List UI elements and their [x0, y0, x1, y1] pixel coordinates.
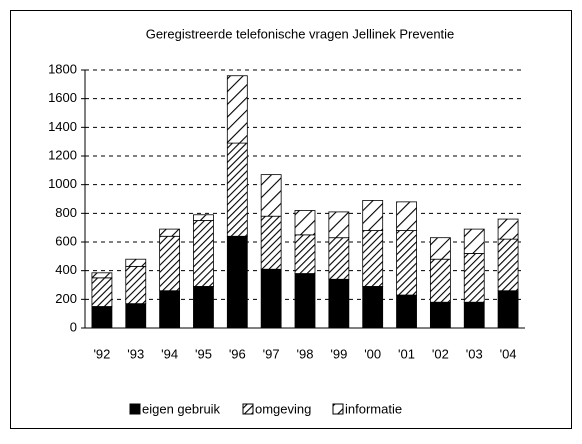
bar-segment [193, 286, 214, 329]
y-tick-label: 1200 [48, 147, 77, 162]
bar-segment [159, 290, 181, 329]
y-tick-label: 1000 [48, 176, 77, 191]
bar-segment [396, 294, 417, 329]
bar-segment [294, 273, 316, 329]
y-tick-label: 600 [55, 233, 77, 248]
x-tick-label: '96 [229, 346, 246, 361]
bar-segment [125, 265, 147, 305]
x-tick-label: '01 [398, 346, 415, 361]
chart-title: Geregistreerde telefonische vragen Jelli… [146, 26, 455, 41]
bar-segment [429, 301, 451, 329]
bar-segment [328, 237, 350, 280]
x-tick-label: '97 [263, 346, 280, 361]
legend-label: omgeving [255, 401, 311, 416]
bar-segment [429, 258, 451, 303]
x-tick-label: '99 [330, 346, 347, 361]
x-tick-label: '93 [127, 346, 144, 361]
bar-segment [396, 201, 417, 231]
bar-segment [463, 301, 485, 329]
bar-segment [497, 218, 519, 240]
legend-swatch [129, 403, 141, 415]
y-tick-label: 1600 [48, 90, 77, 105]
bar-segment [362, 200, 384, 231]
x-tick-label: '94 [161, 346, 178, 361]
bar-segment [226, 142, 248, 237]
x-tick-label: '03 [466, 346, 483, 361]
x-tick-label: '98 [297, 346, 314, 361]
bar-segment [328, 278, 350, 329]
bar-segment [91, 306, 113, 329]
y-tick-label: 800 [55, 205, 77, 220]
bar-segment [159, 228, 181, 237]
x-tick-label: '04 [500, 346, 517, 361]
x-tick-label: '92 [93, 346, 110, 361]
bar-segment [260, 174, 282, 217]
bar-segment [396, 230, 417, 296]
bar-segment [463, 228, 485, 254]
bar-segment [226, 235, 248, 329]
legend-swatch [242, 403, 254, 415]
y-tick-label: 0 [70, 319, 77, 334]
bar-segment [193, 214, 214, 221]
bar-segment [226, 75, 248, 144]
y-tick-label: 400 [55, 262, 77, 277]
bar-segment [91, 272, 113, 279]
x-tick-label: '02 [432, 346, 449, 361]
x-tick-label: '00 [364, 346, 381, 361]
bar-segment [193, 220, 214, 287]
x-tick-label: '95 [195, 346, 212, 361]
bar-segment [294, 210, 316, 236]
bar-segment [463, 253, 485, 303]
bar-segment [362, 286, 384, 329]
bar-segment [362, 230, 384, 287]
legend-label: eigen gebruik [142, 401, 221, 416]
bar-segment [260, 215, 282, 270]
bar-segment [497, 290, 519, 329]
y-tick-label: 1400 [48, 119, 77, 134]
bar-segment [294, 234, 316, 274]
legend-swatch [332, 403, 344, 415]
bar-segment [159, 235, 181, 292]
bar-segment [260, 268, 282, 329]
bar-segment [91, 277, 113, 307]
y-tick-label: 200 [55, 291, 77, 306]
bar-segment [125, 258, 147, 267]
bar-segment [497, 238, 519, 292]
bar-segment [125, 303, 147, 329]
y-tick-label: 1800 [48, 61, 77, 76]
chart-border [10, 10, 572, 429]
bar-segment [429, 237, 451, 260]
bar-segment [328, 211, 350, 239]
legend-label: informatie [345, 401, 402, 416]
